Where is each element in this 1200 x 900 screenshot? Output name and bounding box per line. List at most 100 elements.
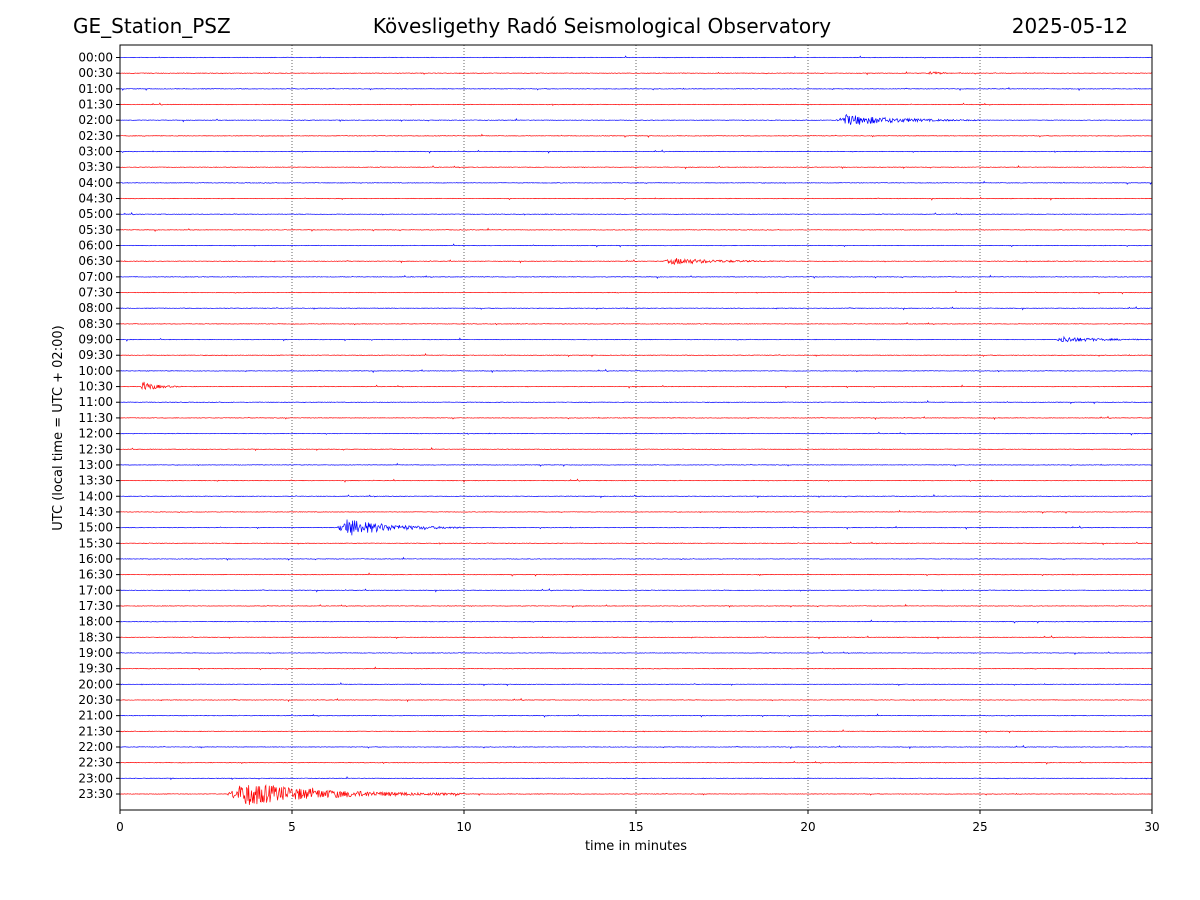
trace-1530 [119, 541, 1153, 546]
trace-2000 [119, 682, 1153, 687]
x-tick-label: 20 [800, 820, 815, 834]
chart-title: Kövesligethy Radó Seismological Observat… [372, 14, 832, 38]
trace-1930 [119, 666, 1152, 671]
trace-2100 [119, 713, 1153, 718]
x-tick-label: 30 [1144, 820, 1159, 834]
trace-1830 [119, 635, 1153, 640]
y-tick-label: 12:00 [78, 427, 113, 441]
y-tick-label: 16:30 [78, 568, 113, 582]
y-tick-label: 14:00 [78, 489, 113, 503]
trace-0000 [119, 55, 1153, 59]
trace-1400 [119, 494, 1153, 499]
trace-0700 [119, 274, 1153, 280]
trace-2230 [119, 760, 1153, 765]
trace-0130 [119, 102, 1153, 106]
trace-1230 [119, 447, 1153, 452]
trace-0330 [119, 164, 1153, 170]
y-tick-label: 18:00 [78, 615, 113, 629]
y-tick-label: 04:30 [78, 192, 113, 206]
x-tick-label: 10 [456, 820, 471, 834]
trace-0530 [119, 227, 1153, 233]
y-tick-label: 21:30 [78, 724, 113, 738]
trace-1600 [119, 556, 1153, 561]
x-tick-label: 0 [116, 820, 124, 834]
y-tick-label: 00:30 [78, 66, 113, 80]
x-axis-label: time in minutes [585, 839, 687, 854]
y-tick-label: 12:30 [78, 442, 113, 456]
trace-2330 [119, 784, 1153, 805]
y-tick-label: 08:00 [78, 301, 113, 315]
trace-2300 [120, 776, 1153, 781]
y-tick-label: 15:00 [78, 521, 113, 535]
trace-0930 [119, 353, 1153, 358]
y-tick-label: 03:30 [78, 160, 113, 174]
y-tick-label: 17:00 [78, 583, 113, 597]
y-tick-label: 21:00 [78, 709, 113, 723]
y-tick-label: 22:30 [78, 756, 113, 770]
y-tick-label: 06:30 [78, 254, 113, 268]
trace-0630 [119, 258, 1153, 265]
y-tick-label: 19:30 [78, 662, 113, 676]
y-tick-label: 05:00 [78, 207, 113, 221]
grid [291, 45, 981, 810]
x-tick-label: 5 [288, 820, 296, 834]
y-tick-label: 00:00 [78, 51, 113, 65]
y-tick-label: 11:00 [78, 395, 113, 409]
y-tick-label: 16:00 [78, 552, 113, 566]
y-tick-label: 23:30 [78, 787, 113, 801]
station-name: GE_Station_PSZ [73, 14, 231, 38]
trace-1500 [119, 519, 1153, 536]
y-tick-label: 09:00 [78, 333, 113, 347]
y-tick-label: 02:00 [78, 113, 113, 127]
trace-0430 [119, 196, 1153, 201]
y-tick-label: 22:00 [78, 740, 113, 754]
trace-0200 [119, 114, 1153, 125]
y-axis-label: UTC (local time = UTC + 02:00) [51, 325, 66, 530]
trace-2030 [119, 697, 1153, 703]
trace-0100 [119, 87, 1153, 92]
y-tick-label: 19:00 [78, 646, 113, 660]
y-tick-label: 03:00 [78, 145, 113, 159]
y-tick-label: 13:30 [78, 474, 113, 488]
trace-1100 [119, 400, 1153, 405]
trace-0730 [119, 290, 1152, 295]
x-axis: 0 5 10 15 20 25 30 [116, 810, 1160, 834]
y-tick-label: 01:00 [78, 82, 113, 96]
x-tick-label: 25 [972, 820, 987, 834]
y-tick-label: 11:30 [78, 411, 113, 425]
trace-0800 [119, 306, 1153, 311]
y-tick-label: 06:00 [78, 239, 113, 253]
trace-1430 [119, 509, 1153, 514]
trace-0900 [120, 335, 1153, 343]
y-tick-label: 20:00 [78, 677, 113, 691]
y-tick-label: 18:30 [78, 630, 113, 644]
trace-1800 [119, 619, 1153, 624]
y-tick-label: 08:30 [78, 317, 113, 331]
y-tick-label: 23:00 [78, 771, 113, 785]
y-tick-label: 10:00 [78, 364, 113, 378]
y-tick-label: 07:30 [78, 286, 113, 300]
y-tick-label: 13:00 [78, 458, 113, 472]
y-tick-label: 02:30 [78, 129, 113, 143]
trace-0500 [119, 212, 1153, 216]
y-tick-label: 07:00 [78, 270, 113, 284]
y-tick-label: 05:30 [78, 223, 113, 237]
trace-1330 [119, 478, 1153, 483]
y-tick-label: 20:30 [78, 693, 113, 707]
trace-1900 [119, 651, 1153, 656]
trace-0030 [119, 71, 1153, 76]
trace-1630 [119, 572, 1153, 577]
trace-1200 [119, 431, 1153, 436]
trace-1000 [119, 368, 1153, 374]
trace-1300 [119, 462, 1153, 467]
chart-date: 2025-05-12 [1011, 14, 1128, 38]
trace-1030 [119, 381, 1153, 391]
traces [119, 55, 1153, 805]
y-tick-label: 10:30 [78, 380, 113, 394]
trace-0400 [119, 180, 1153, 185]
y-tick-label: 09:30 [78, 348, 113, 362]
trace-0300 [119, 149, 1153, 154]
trace-2130 [119, 729, 1153, 734]
